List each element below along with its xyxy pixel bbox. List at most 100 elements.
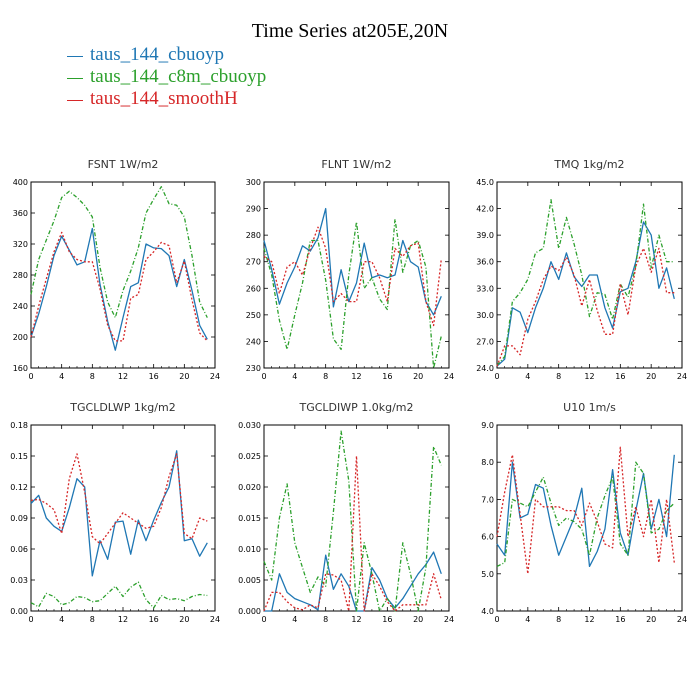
y-tick-label-tgcldlwp: 0.15 [10,452,28,461]
series-line-taus-144-cbuoyp-flnt [263,207,442,316]
y-tick-label-u10: 5.0 [481,570,494,579]
panel-title-fsnt: FSNT 1W/m2 [88,158,159,171]
x-tick-label-tgcldlwp: 4 [59,615,64,624]
y-tick-label-tgcldlwp: 0.09 [10,514,28,523]
x-tick-label-u10: 16 [615,615,625,624]
legend-swatch-cbuoyp [67,55,83,57]
series-line-taus-144-cbuoyp-tmq [496,221,675,367]
y-tick-label-flnt: 260 [246,284,261,293]
y-tick-label-tgcldiwp: 0.025 [238,452,261,461]
legend-label-c8m-cbuoyp: taus_144_c8m_cbuoyp [90,66,267,87]
series-line-taus-144-cbuoyp-tgcldiwp [264,551,442,612]
series-line-taus-144-smoothh-tmq [496,247,675,367]
legend-label-smoothh: taus_144_smoothH [90,88,238,109]
y-tick-label-tmq: 45.0 [476,178,494,187]
series-line-taus-144-smoothh-flnt [263,226,442,327]
y-tick-label-fsnt: 160 [13,364,28,373]
y-tick-label-tmq: 42.0 [476,205,494,214]
panel-tmq: TMQ 1kg/m2 0 4 8 12 16 20 24 24.0 27.0 30.0 33.0 36.… [476,158,687,381]
x-tick-label-tgcldiwp: 8 [323,615,328,624]
plot-frame-tgcldiwp [263,424,450,612]
y-tick-label-flnt: 290 [246,205,261,214]
x-tick-label-flnt: 24 [444,372,454,381]
x-tick-label-flnt: 0 [261,372,266,381]
y-tick-label-fsnt: 400 [13,178,28,187]
x-tick-label-fsnt: 20 [179,372,189,381]
panel-u10: U10 1m/s 0 4 8 12 16 20 24 4.0 5.0 6.0 7.0 8.0 9.0 [481,401,687,624]
x-tick-label-fsnt: 0 [28,372,33,381]
x-tick-label-u10: 8 [556,615,561,624]
y-tick-label-u10: 6.0 [481,533,494,542]
series-line-taus-144-smoothh-fsnt [30,231,208,342]
y-tick-label-tgcldiwp: 0.000 [238,607,261,616]
series-line-taus-144-c8m-cbuoyp-u10 [496,461,675,567]
y-tick-label-flnt: 300 [246,178,261,187]
plot-frame-flnt [263,181,450,369]
legend: taus_144_cbuoyp taus_144_c8m_cbuoyp taus… [67,44,266,110]
y-tick-label-fsnt: 280 [13,271,28,280]
x-tick-label-fsnt: 8 [90,372,95,381]
legend-swatch-c8m-cbuoyp [67,77,83,79]
panel-title-tmq: TMQ 1kg/m2 [553,158,624,171]
x-tick-label-tgcldlwp: 20 [179,615,189,624]
panel-fsnt: FSNT 1W/m2 0 4 8 12 16 20 24 160 200 240 280 320 360 4… [13,158,220,381]
x-tick-label-flnt: 20 [413,372,423,381]
x-tick-label-flnt: 16 [382,372,392,381]
legend-item-smoothh: taus_144_smoothH [67,88,266,110]
x-tick-label-fsnt: 24 [210,372,220,381]
series-line-taus-144-c8m-cbuoyp-tmq [496,199,675,366]
y-tick-label-tgcldiwp: 0.010 [238,545,261,554]
y-tick-label-u10: 9.0 [481,421,494,430]
x-tick-label-tgcldiwp: 24 [444,615,454,624]
y-tick-label-flnt: 230 [246,364,261,373]
x-tick-label-flnt: 8 [323,372,328,381]
series-line-taus-144-c8m-cbuoyp-fsnt [30,186,208,319]
x-tick-label-u10: 20 [646,615,656,624]
y-tick-label-flnt: 280 [246,231,261,240]
x-tick-label-tmq: 20 [646,372,656,381]
x-tick-label-tmq: 12 [584,372,594,381]
x-tick-label-tmq: 4 [525,372,530,381]
y-tick-label-tgcldlwp: 0.12 [10,483,28,492]
y-tick-label-tmq: 27.0 [476,337,494,346]
y-tick-label-tgcldlwp: 0.00 [10,607,28,616]
y-tick-label-u10: 7.0 [481,495,494,504]
x-tick-label-tgcldiwp: 16 [382,615,392,624]
y-tick-label-u10: 8.0 [481,458,494,467]
x-tick-label-tgcldlwp: 0 [28,615,33,624]
series-line-taus-144-smoothh-tgcldiwp [263,455,442,612]
x-tick-label-fsnt: 4 [59,372,64,381]
panel-tgcldiwp: TGCLDIWP 1.0kg/m2 0 4 8 12 16 20 24 0.000 0.005 0.… [238,401,454,624]
series-line-taus-144-smoothh-u10 [496,446,675,575]
panel-tgcldlwp: TGCLDLWP 1kg/m2 0 4 8 12 16 20 24 0.00 0.03 0.06 0.… [10,401,220,624]
x-tick-label-flnt: 4 [292,372,297,381]
panel-title-tgcldlwp: TGCLDLWP 1kg/m2 [69,401,175,414]
x-tick-label-u10: 4 [525,615,530,624]
x-tick-label-tmq: 16 [615,372,625,381]
series-line-taus-144-cbuoyp-fsnt [30,227,208,351]
y-tick-label-tgcldlwp: 0.18 [10,421,28,430]
x-tick-label-fsnt: 12 [118,372,128,381]
x-tick-label-tgcldlwp: 12 [118,615,128,624]
panel-title-flnt: FLNT 1W/m2 [321,158,391,171]
y-tick-label-fsnt: 240 [13,302,28,311]
y-tick-label-flnt: 240 [246,337,261,346]
y-tick-label-fsnt: 200 [13,333,28,342]
x-tick-label-tgcldiwp: 20 [413,615,423,624]
x-tick-label-tgcldlwp: 16 [149,615,159,624]
y-tick-label-tgcldiwp: 0.020 [238,483,261,492]
x-tick-label-tmq: 0 [494,372,499,381]
x-tick-label-tgcldiwp: 0 [261,615,266,624]
plot-frame-tgcldlwp [30,424,216,612]
y-tick-label-tmq: 33.0 [476,284,494,293]
y-tick-label-u10: 4.0 [481,607,494,616]
x-tick-label-u10: 24 [677,615,687,624]
x-tick-label-flnt: 12 [351,372,361,381]
y-tick-label-tmq: 30.0 [476,311,494,320]
x-tick-label-fsnt: 16 [149,372,159,381]
y-tick-label-tmq: 39.0 [476,231,494,240]
y-tick-label-flnt: 270 [246,258,261,267]
y-tick-label-fsnt: 360 [13,209,28,218]
y-tick-label-fsnt: 320 [13,240,28,249]
